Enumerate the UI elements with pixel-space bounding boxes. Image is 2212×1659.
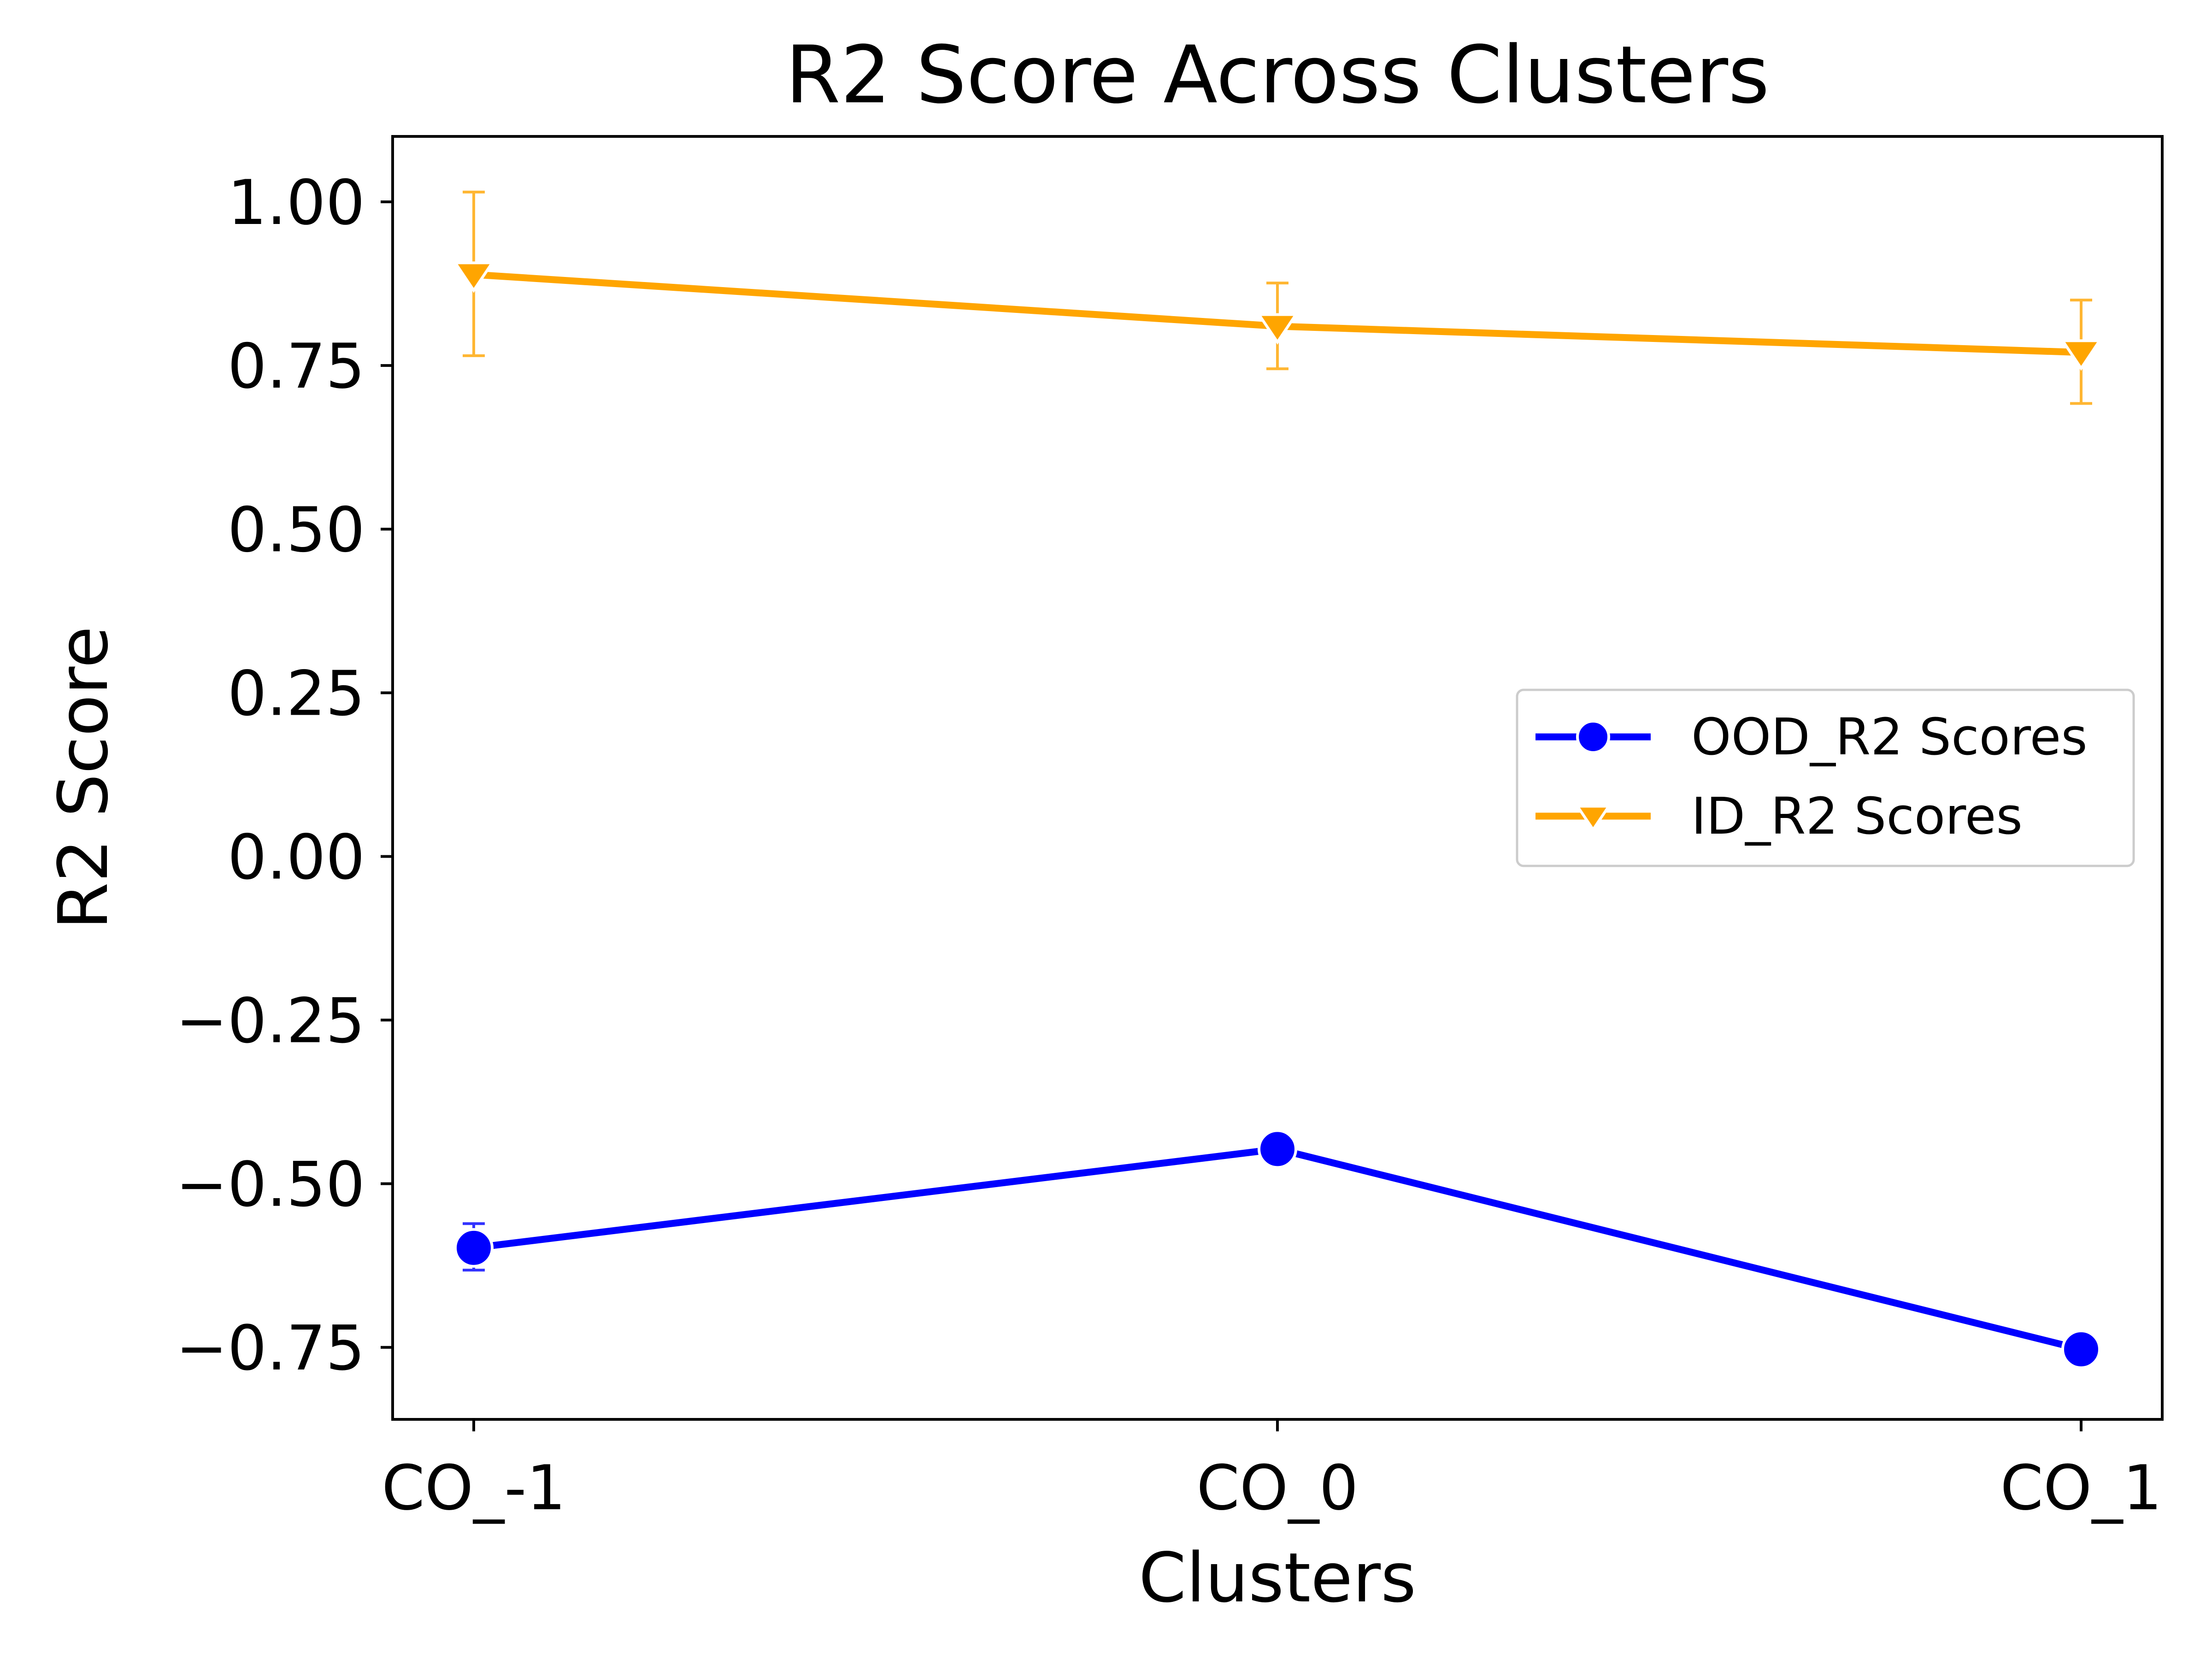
- legend-box: [1516, 688, 2135, 867]
- legend: OOD_R2 Scores ID_R2 Scores: [1516, 688, 2135, 867]
- legend-marker: [1575, 805, 1612, 832]
- chart-title: R2 Score Across Clusters: [785, 29, 1769, 121]
- y-tick-label: −0.75: [176, 1312, 365, 1384]
- data-point: [2061, 1330, 2101, 1370]
- legend-marker: [1576, 720, 1610, 754]
- plot-marks: [453, 190, 2102, 1370]
- data-point: [1256, 313, 1299, 345]
- data-point: [1258, 1129, 1297, 1169]
- data-point: [2060, 339, 2102, 371]
- y-tick-label: 0.00: [228, 821, 365, 893]
- axis-ticks: 1.00 0.75 0.50 0.25 0.00 −0.25 −0.50 −0.75CO_-1…: [176, 167, 2162, 1524]
- data-point: [454, 1228, 494, 1268]
- x-tick-label: CO_0: [1196, 1452, 1358, 1524]
- y-tick-label: −0.25: [176, 985, 365, 1057]
- data-point: [453, 261, 495, 293]
- legend-entry: OOD_R2 Scores: [1535, 707, 2088, 766]
- legend-label: OOD_R2 Scores: [1691, 707, 2088, 766]
- x-axis-label: Clusters: [1139, 1538, 1416, 1618]
- legend-entry: ID_R2 Scores: [1535, 787, 2023, 846]
- y-tick-label: 1.00: [228, 167, 365, 239]
- legend-label: ID_R2 Scores: [1691, 787, 2023, 846]
- y-axis-label: R2 Score: [44, 626, 123, 930]
- y-tick-label: 0.25: [228, 658, 365, 729]
- x-tick-label: CO_1: [2000, 1452, 2162, 1524]
- y-tick-label: −0.50: [176, 1149, 365, 1221]
- y-tick-label: 0.75: [228, 330, 365, 402]
- x-tick-label: CO_-1: [382, 1452, 566, 1524]
- y-tick-label: 0.50: [228, 494, 365, 566]
